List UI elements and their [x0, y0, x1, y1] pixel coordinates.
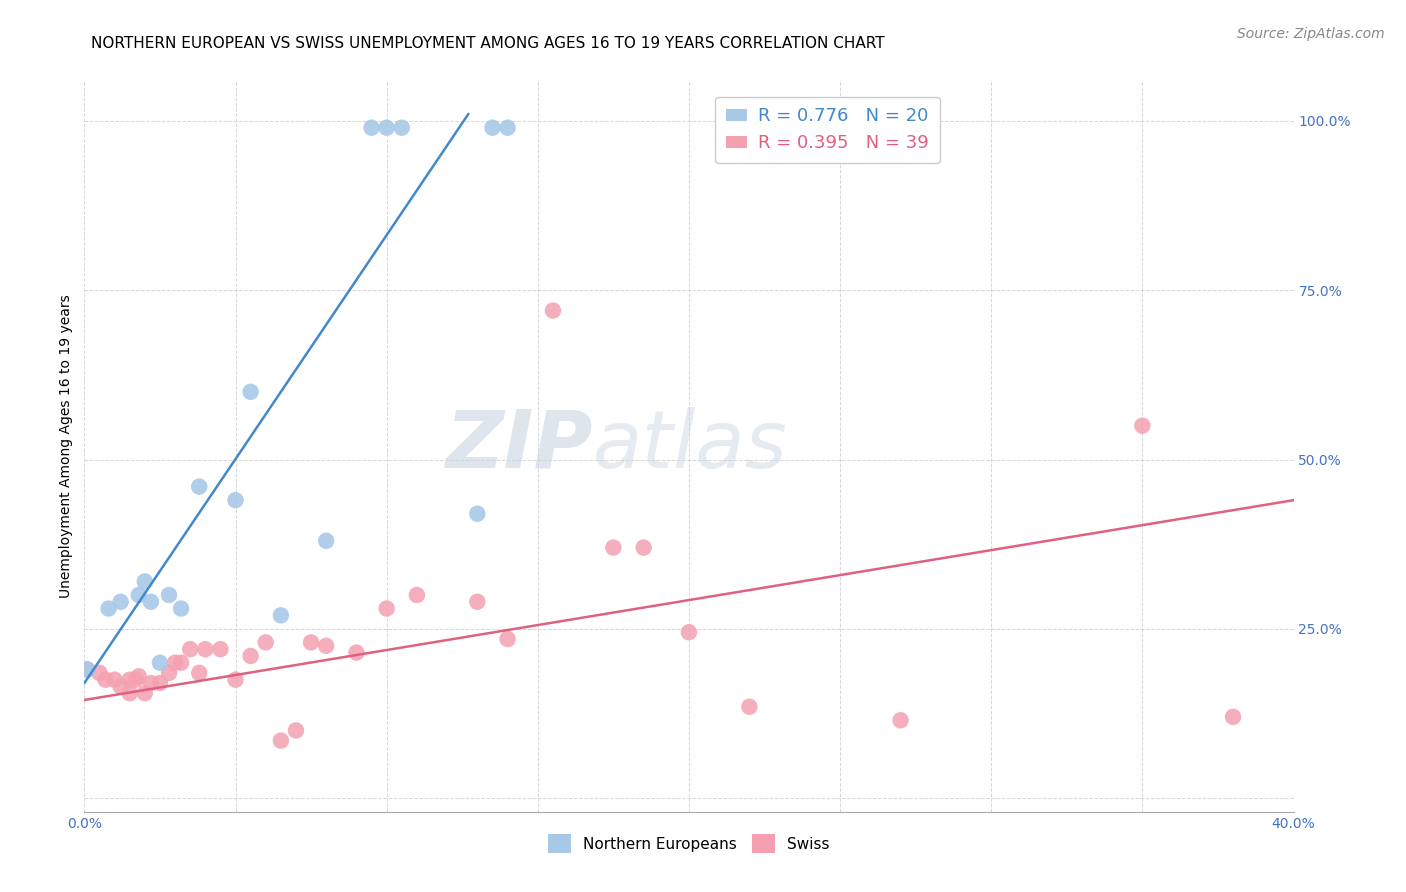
Point	[170, 656, 193, 670]
Point	[149, 656, 172, 670]
Point	[254, 635, 277, 649]
Point	[270, 733, 292, 747]
Point	[139, 595, 162, 609]
Point	[76, 663, 98, 677]
Point	[391, 120, 413, 135]
Point	[110, 680, 132, 694]
Point	[110, 595, 132, 609]
Point	[406, 588, 429, 602]
Point	[270, 608, 292, 623]
Point	[541, 303, 564, 318]
Text: NORTHERN EUROPEAN VS SWISS UNEMPLOYMENT AMONG AGES 16 TO 19 YEARS CORRELATION CH: NORTHERN EUROPEAN VS SWISS UNEMPLOYMENT …	[91, 36, 884, 51]
Point	[602, 541, 624, 555]
Text: Source: ZipAtlas.com: Source: ZipAtlas.com	[1237, 27, 1385, 41]
Point	[239, 648, 262, 663]
Text: atlas: atlas	[592, 407, 787, 485]
Point	[738, 699, 761, 714]
Point	[496, 120, 519, 135]
Point	[225, 493, 247, 508]
Point	[97, 601, 120, 615]
Point	[346, 646, 368, 660]
Point	[239, 384, 262, 399]
Text: ZIP: ZIP	[444, 407, 592, 485]
Point	[1130, 418, 1153, 433]
Point	[1222, 710, 1244, 724]
Point	[496, 632, 519, 646]
Y-axis label: Unemployment Among Ages 16 to 19 years: Unemployment Among Ages 16 to 19 years	[59, 294, 73, 598]
Point	[94, 673, 117, 687]
Point	[139, 676, 162, 690]
Point	[128, 669, 150, 683]
Point	[118, 686, 141, 700]
Point	[360, 120, 382, 135]
Point	[149, 676, 172, 690]
Point	[89, 665, 111, 680]
Legend: Northern Europeans, Swiss: Northern Europeans, Swiss	[541, 828, 837, 859]
Point	[157, 665, 180, 680]
Point	[285, 723, 308, 738]
Point	[194, 642, 217, 657]
Point	[375, 601, 398, 615]
Point	[188, 480, 211, 494]
Point	[467, 595, 489, 609]
Point	[134, 686, 156, 700]
Point	[375, 120, 398, 135]
Point	[633, 541, 655, 555]
Point	[118, 673, 141, 687]
Point	[179, 642, 201, 657]
Point	[125, 673, 148, 687]
Point	[225, 673, 247, 687]
Point	[481, 120, 503, 135]
Point	[170, 601, 193, 615]
Point	[209, 642, 232, 657]
Point	[76, 663, 98, 677]
Point	[315, 639, 337, 653]
Point	[104, 673, 127, 687]
Point	[188, 665, 211, 680]
Point	[128, 588, 150, 602]
Point	[315, 533, 337, 548]
Point	[678, 625, 700, 640]
Point	[165, 656, 187, 670]
Point	[157, 588, 180, 602]
Point	[134, 574, 156, 589]
Point	[890, 714, 912, 728]
Point	[299, 635, 322, 649]
Point	[467, 507, 489, 521]
